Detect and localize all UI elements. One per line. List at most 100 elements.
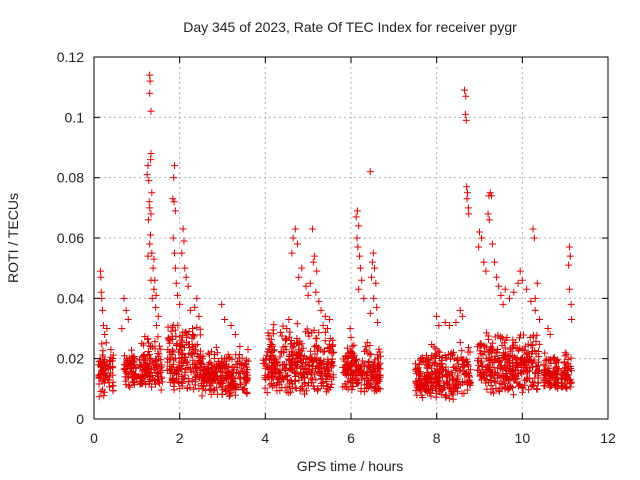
data-point xyxy=(187,365,195,373)
data-point xyxy=(488,240,496,248)
data-point xyxy=(188,341,196,349)
data-point xyxy=(188,334,196,342)
data-point xyxy=(132,371,140,379)
data-point xyxy=(210,355,218,363)
data-point xyxy=(436,359,444,367)
data-point xyxy=(321,312,329,320)
data-point xyxy=(206,382,214,390)
data-point xyxy=(241,384,249,392)
data-point xyxy=(186,306,194,314)
data-point xyxy=(124,315,132,323)
data-point xyxy=(271,359,279,367)
data-point xyxy=(443,377,451,385)
y-tick-label: 0.1 xyxy=(65,109,85,125)
data-point xyxy=(191,342,199,350)
data-point xyxy=(151,338,159,346)
data-point xyxy=(273,387,281,395)
data-point xyxy=(515,382,523,390)
data-point xyxy=(480,374,488,382)
data-point xyxy=(274,367,282,375)
data-point xyxy=(429,369,437,377)
data-point xyxy=(484,367,492,375)
data-point xyxy=(514,279,522,287)
data-point xyxy=(125,382,133,390)
data-point xyxy=(486,346,494,354)
data-point xyxy=(172,279,180,287)
data-point xyxy=(373,363,381,371)
data-point xyxy=(544,325,552,332)
data-point xyxy=(513,375,521,383)
data-point xyxy=(127,368,135,376)
data-point xyxy=(225,392,233,400)
data-point xyxy=(441,318,449,326)
data-point xyxy=(363,368,371,376)
data-point xyxy=(170,386,178,394)
x-tick-label: 10 xyxy=(515,430,531,446)
data-point xyxy=(168,368,176,376)
data-point xyxy=(171,162,179,170)
data-point xyxy=(120,294,128,302)
data-point xyxy=(154,369,162,377)
data-point xyxy=(456,338,464,346)
data-point xyxy=(227,389,235,397)
data-point xyxy=(147,107,155,115)
data-point xyxy=(185,327,193,335)
data-point xyxy=(140,341,148,349)
data-point xyxy=(302,365,310,373)
data-point xyxy=(371,264,379,272)
data-point xyxy=(313,334,321,342)
data-point xyxy=(168,346,176,354)
data-point xyxy=(465,344,473,352)
chart-title: Day 345 of 2023, Rate Of TEC Index for r… xyxy=(183,19,517,35)
data-point xyxy=(568,315,576,323)
data-point xyxy=(461,378,469,386)
data-point xyxy=(109,355,117,363)
data-point xyxy=(144,162,152,170)
data-point xyxy=(343,344,351,352)
data-point xyxy=(98,340,106,348)
data-point xyxy=(268,379,276,387)
data-point xyxy=(142,381,150,389)
data-point xyxy=(263,389,271,397)
data-point xyxy=(506,364,514,372)
data-point xyxy=(206,358,214,366)
data-point xyxy=(353,379,361,387)
data-point xyxy=(534,358,542,366)
data-point xyxy=(445,384,453,392)
data-point xyxy=(213,349,221,357)
data-point xyxy=(100,379,108,387)
axis-ticks xyxy=(93,56,609,420)
data-point xyxy=(102,339,110,347)
data-point xyxy=(178,336,186,344)
data-point xyxy=(493,273,501,281)
data-point xyxy=(507,347,515,355)
data-point xyxy=(190,385,198,393)
data-point xyxy=(505,377,513,385)
data-point xyxy=(149,264,157,272)
data-point xyxy=(461,86,469,94)
data-point xyxy=(147,276,155,284)
data-point xyxy=(279,322,287,330)
data-point xyxy=(326,315,334,323)
data-point xyxy=(327,375,335,383)
data-point xyxy=(565,285,573,293)
data-point xyxy=(368,258,376,266)
data-point xyxy=(427,392,435,400)
data-point xyxy=(448,389,456,397)
data-point xyxy=(545,369,553,377)
data-point xyxy=(199,352,207,360)
data-point xyxy=(535,315,543,323)
data-point xyxy=(207,359,215,367)
data-point xyxy=(458,347,466,355)
y-tick-label: 0.06 xyxy=(57,230,84,246)
data-point xyxy=(100,392,108,400)
x-axis-label: GPS time / hours xyxy=(297,458,404,474)
data-point xyxy=(456,366,464,374)
data-point xyxy=(501,372,509,380)
data-point xyxy=(289,344,297,352)
data-point xyxy=(354,380,362,388)
data-point xyxy=(288,249,296,257)
data-point xyxy=(146,77,154,85)
data-point xyxy=(239,367,247,375)
data-point xyxy=(154,355,162,363)
